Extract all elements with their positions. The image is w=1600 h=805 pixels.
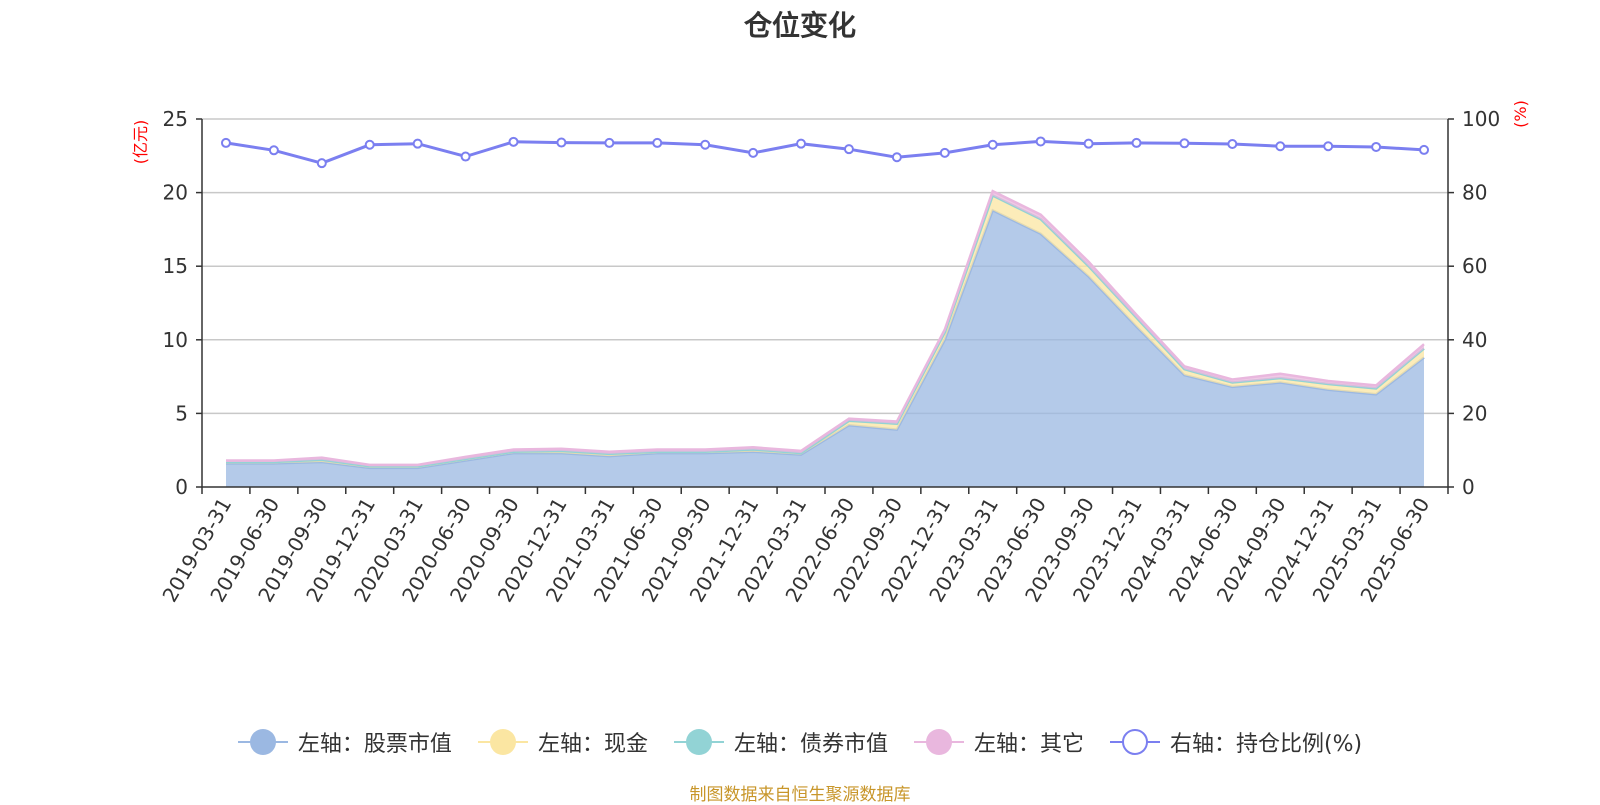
legend-swatch: [1109, 728, 1160, 756]
left-axis-tick-label: 0: [175, 475, 188, 499]
legend-swatch-marker: [685, 729, 712, 755]
right-axis-tick-label: 80: [1462, 181, 1487, 205]
ratio-point: [268, 145, 279, 156]
stacked-areas: [226, 189, 1425, 488]
grid-lines: [202, 118, 1448, 415]
ratio-point: [460, 151, 471, 162]
legend-label: 右轴：持仓比例(%): [1169, 732, 1363, 757]
ratio-point: [891, 152, 902, 163]
ratio-point: [412, 138, 423, 149]
ratio-point: [652, 137, 663, 148]
ratio-line-path: [225, 139, 1425, 165]
ratio-point: [1131, 137, 1142, 148]
legend-swatch-marker: [1121, 729, 1148, 755]
ratio-point: [987, 139, 998, 150]
left-axis-tick-label: 5: [175, 401, 188, 425]
area-edge-3: [226, 189, 1425, 467]
ratio-point: [364, 139, 375, 150]
right-axis-tick-label: 40: [1462, 328, 1487, 352]
ratio-point: [1275, 141, 1286, 152]
legend-label: 左轴：债券市值: [733, 732, 888, 757]
ratio-point: [1083, 138, 1094, 149]
legend-item[interactable]: 左轴：其它: [913, 726, 1084, 758]
legend-item[interactable]: 左轴：债券市值: [673, 726, 888, 758]
legend-label: 左轴：现金: [537, 732, 648, 757]
right-axis-tick-label: 0: [1462, 475, 1475, 499]
ratio-point: [939, 147, 950, 158]
right-axis-tick-label: 100: [1462, 107, 1500, 131]
ratio-point: [316, 158, 327, 169]
legend-swatch: [477, 728, 528, 756]
ratio-point: [220, 137, 231, 148]
legend-swatch: [673, 728, 724, 756]
legend-swatch-marker: [249, 729, 276, 755]
ratio-point: [1371, 141, 1382, 152]
left-axis-tick-label: 15: [163, 254, 188, 278]
ratio-point: [1227, 139, 1238, 150]
ratio-point: [1179, 138, 1190, 149]
legend-item[interactable]: 右轴：持仓比例(%): [1109, 726, 1363, 758]
left-axis-tick-label: 25: [163, 107, 188, 131]
legend-swatch-marker: [489, 729, 516, 755]
legend-swatch: [913, 728, 964, 756]
ratio-point: [604, 137, 615, 148]
right-axis-tick-label: 60: [1462, 254, 1487, 278]
ratio-point: [1419, 144, 1430, 155]
ratio-line: [220, 136, 1430, 169]
ratio-point: [508, 136, 519, 147]
ratio-point: [748, 147, 759, 158]
right-axis-unit: (%): [1511, 100, 1530, 128]
legend-swatch-marker: [925, 729, 952, 755]
ratio-point: [843, 144, 854, 155]
legend-swatch: [237, 728, 288, 756]
legend-item[interactable]: 左轴：现金: [477, 726, 648, 758]
source-note: 制图数据来自恒生聚源数据库: [689, 785, 911, 805]
ratio-point: [556, 137, 567, 148]
area-series-0: [226, 210, 1424, 488]
left-axis-tick-label: 10: [163, 328, 188, 352]
chart-title: 仓位变化: [743, 9, 856, 42]
legend-label: 左轴：股票市值: [297, 732, 452, 757]
axes: 05101520250204060801002019-03-312019-06-…: [157, 107, 1500, 606]
ratio-point: [1035, 136, 1046, 147]
left-axis-unit: (亿元): [131, 120, 150, 165]
legend: 左轴：股票市值 左轴：现金 左轴：债券市值 左轴：其它 右轴：持仓比例(%): [0, 722, 1600, 762]
left-axis-tick-label: 20: [163, 181, 188, 205]
ratio-point: [700, 139, 711, 150]
legend-item[interactable]: 左轴：股票市值: [237, 726, 452, 758]
right-axis-tick-label: 20: [1462, 401, 1487, 425]
legend-label: 左轴：其它: [973, 732, 1084, 757]
ratio-point: [1323, 141, 1334, 152]
ratio-point: [796, 138, 807, 149]
